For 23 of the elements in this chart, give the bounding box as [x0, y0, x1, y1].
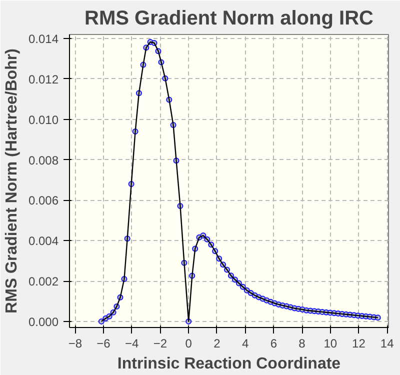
x-tick-label: 12 [352, 336, 366, 350]
x-tick-label: −2 [153, 336, 168, 350]
x-tick-label: 0 [185, 336, 192, 350]
chart-title: RMS Gradient Norm along IRC [84, 8, 374, 30]
y-tick-label: 0.004 [28, 234, 59, 248]
y-tick-label: 0.010 [28, 112, 59, 127]
y-tick-label: 0.000 [28, 314, 59, 329]
y-tick-label: 0.008 [28, 153, 59, 168]
x-tick-label: 10 [324, 336, 338, 350]
x-tick-label: −8 [68, 336, 82, 350]
x-tick-label: 4 [242, 336, 249, 350]
x-tick-label: −4 [125, 336, 140, 350]
y-tick-label: 0.012 [28, 72, 59, 86]
x-tick-label: 6 [270, 336, 278, 350]
x-tick-label: 8 [298, 336, 306, 350]
x-axis-title: Intrinsic Reaction Coordinate [117, 356, 341, 372]
x-tick-label: 14 [380, 336, 394, 350]
y-tick-label: 0.002 [28, 274, 59, 289]
y-tick-label: 0.014 [28, 32, 59, 46]
x-tick-label: −6 [96, 336, 111, 350]
x-tick-label: 2 [214, 336, 221, 350]
y-tick-label: 0.006 [28, 194, 59, 208]
y-axis-title: RMS Gradient Norm (Hartree/Bohr) [3, 48, 20, 314]
